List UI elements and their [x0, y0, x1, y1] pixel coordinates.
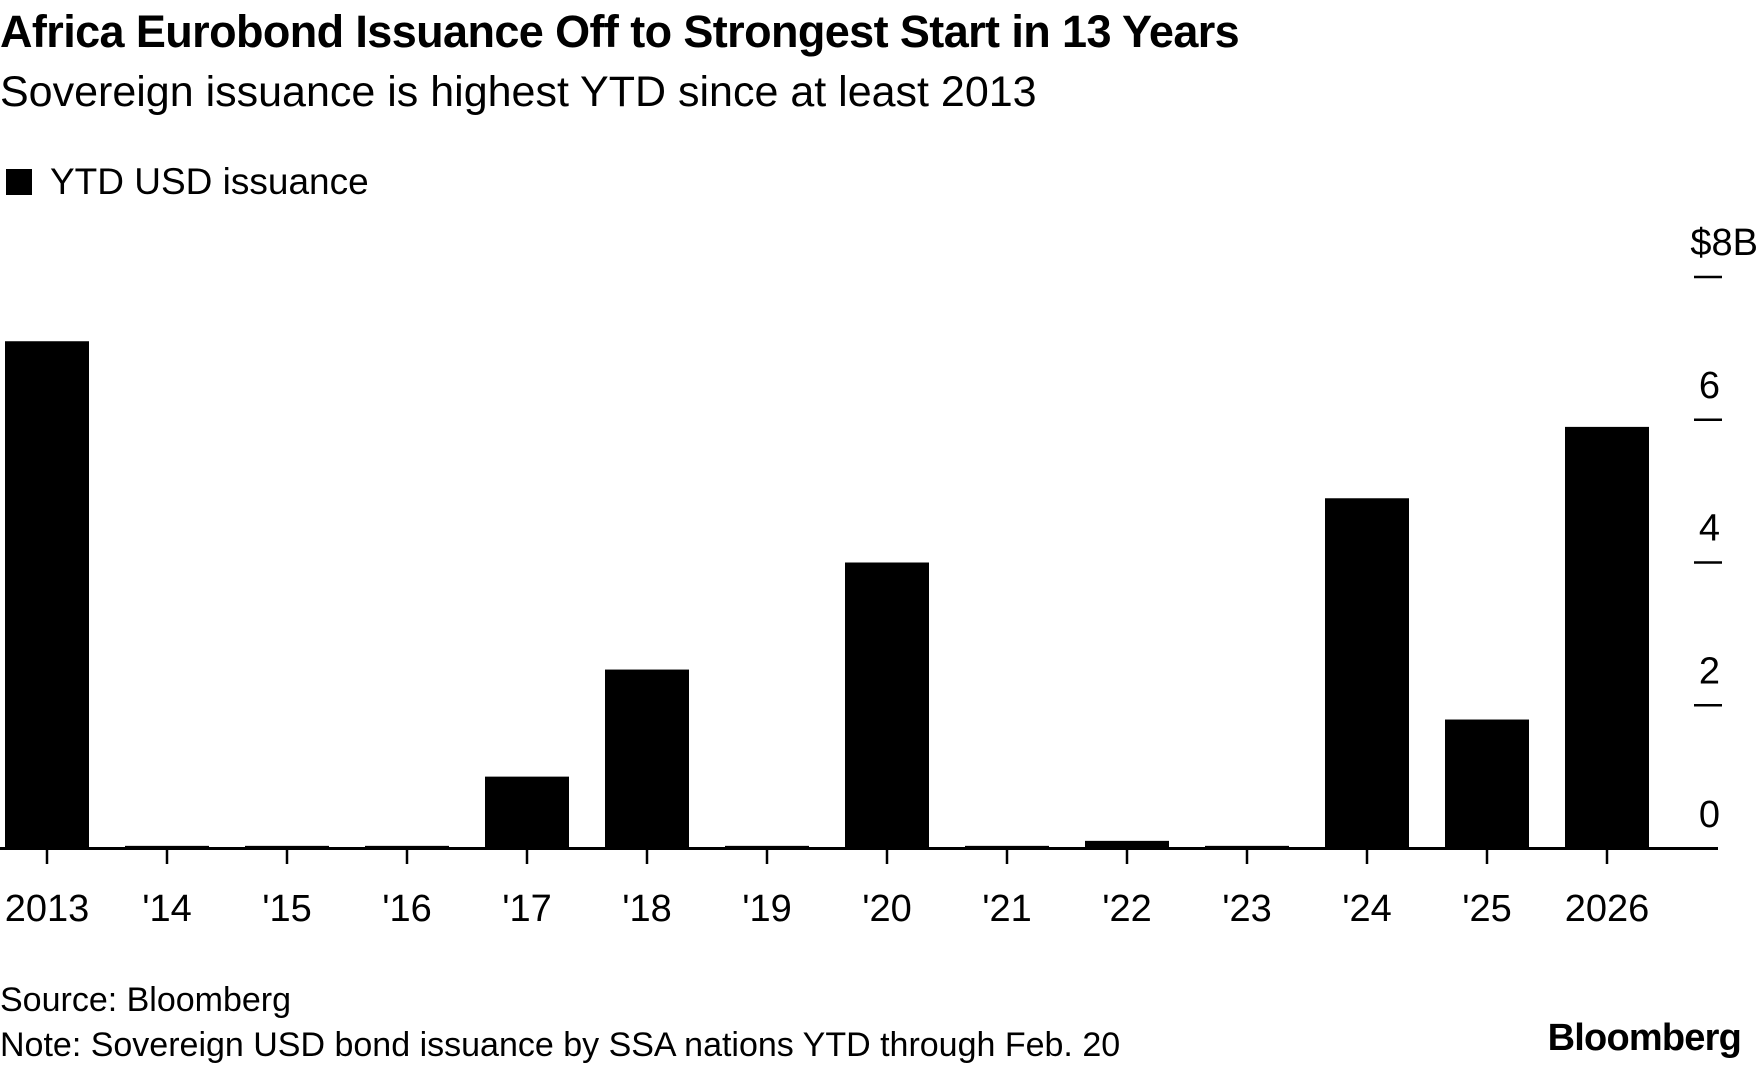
legend-label: YTD USD issuance: [50, 161, 369, 202]
bar-7: [845, 562, 929, 848]
note-text: Note: Sovereign USD bond issuance by SSA…: [0, 1026, 1121, 1064]
x-tick-label-2: '15: [262, 888, 312, 930]
bar-5: [605, 669, 689, 848]
x-tick-label-0: 2013: [5, 888, 90, 930]
bar-6: [725, 845, 809, 848]
bar-4: [485, 776, 569, 848]
x-tick-label-4: '17: [502, 888, 552, 930]
x-tick-label-7: '20: [862, 888, 912, 930]
x-tick-label-3: '16: [382, 888, 432, 930]
y-tick-label-0: 0: [1699, 794, 1720, 836]
bar-10: [1205, 845, 1289, 848]
bar-2: [245, 845, 329, 848]
bar-13: [1565, 426, 1649, 848]
x-tick-label-13: 2026: [1565, 888, 1650, 930]
x-tick-label-11: '24: [1342, 888, 1392, 930]
bar-0: [5, 341, 89, 848]
x-tick-label-5: '18: [622, 888, 672, 930]
bloomberg-logo: Bloomberg: [1547, 1017, 1742, 1059]
legend-swatch: [6, 169, 32, 195]
legend: YTD USD issuance: [6, 161, 369, 202]
chart-title: Africa Eurobond Issuance Off to Stronges…: [0, 6, 1240, 57]
x-tick-label-12: '25: [1462, 888, 1512, 930]
bar-1: [125, 845, 209, 848]
bar-9: [1085, 840, 1169, 848]
y-tick-label-3: 6: [1699, 365, 1720, 407]
source-text: Source: Bloomberg: [0, 981, 292, 1019]
y-tick-label-2: 4: [1699, 508, 1720, 550]
bar-12: [1445, 719, 1529, 848]
x-tick-label-8: '21: [982, 888, 1032, 930]
bar-8: [965, 845, 1049, 848]
bar-3: [365, 845, 449, 848]
x-tick-label-6: '19: [742, 888, 792, 930]
y-tick-label-1: 2: [1699, 650, 1720, 692]
y-tick-label-4: $8B: [1690, 222, 1758, 264]
x-tick-label-9: '22: [1102, 888, 1152, 930]
chart-subtitle: Sovereign issuance is highest YTD since …: [0, 68, 1037, 116]
x-tick-label-10: '23: [1222, 888, 1272, 930]
bar-11: [1325, 498, 1409, 848]
x-tick-label-1: '14: [142, 888, 192, 930]
